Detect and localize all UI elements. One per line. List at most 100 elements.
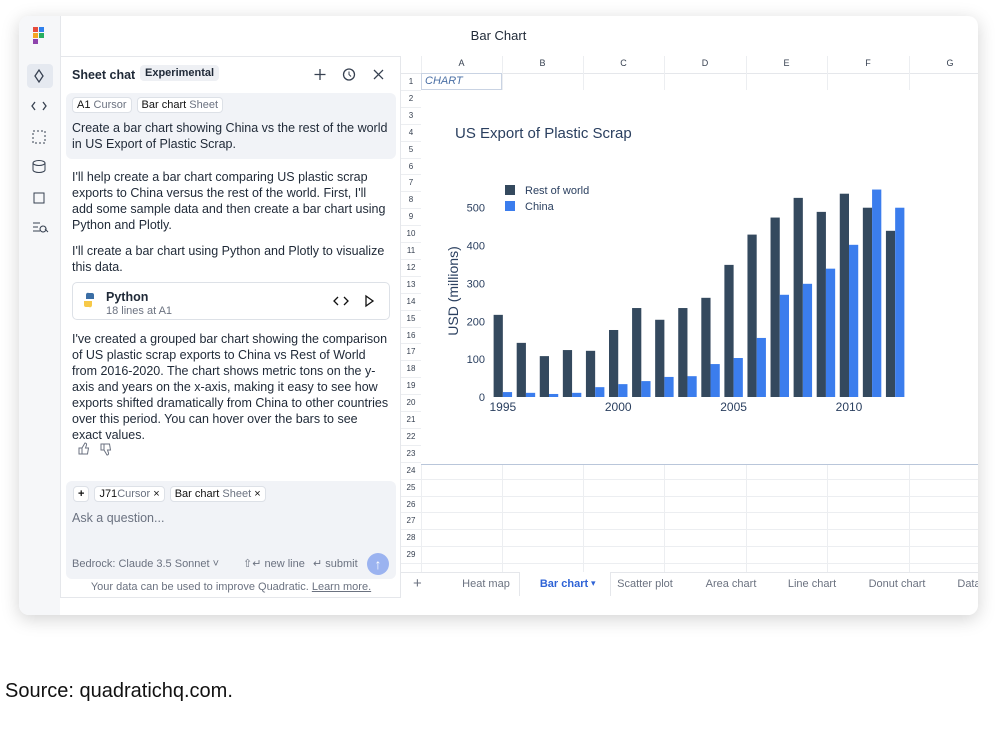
chip-kind: Cursor — [117, 488, 151, 500]
logo — [33, 33, 38, 38]
sheet-tabs: Heat map Bar chart ▾ Scatter plot Area chart… — [401, 572, 978, 597]
bar — [562, 349, 573, 397]
new-chat[interactable] — [314, 69, 326, 80]
column-header: F — [865, 58, 871, 68]
column-header: G — [946, 58, 954, 68]
badge: Experimental — [140, 65, 220, 81]
y-tick-label: 200 — [467, 316, 485, 328]
chip-kind: Sheet — [189, 99, 218, 111]
window-title: Bar Chart — [470, 28, 527, 43]
bar — [539, 356, 549, 397]
row-header: 7 — [408, 178, 414, 188]
bar — [733, 357, 743, 397]
row-header: 22 — [406, 431, 416, 441]
run-code[interactable] — [365, 294, 375, 308]
row-header: 3 — [408, 110, 414, 120]
chip-name: Bar chart — [141, 99, 187, 111]
settings-icon[interactable] — [33, 192, 45, 204]
row-line — [401, 478, 978, 480]
db-icon[interactable] — [32, 163, 46, 173]
row-line — [401, 563, 978, 565]
learn-more[interactable]: Learn more. — [311, 581, 372, 593]
cell-a1-text: CHART — [425, 75, 463, 87]
sheet-tab-label: Scatter plot — [617, 578, 673, 590]
chip-name: A1 — [77, 99, 91, 111]
row-header: 25 — [406, 482, 416, 492]
row-header: 15 — [406, 313, 416, 323]
row-header: 11 — [406, 246, 416, 255]
icon-rail — [19, 16, 61, 615]
row-header: 9 — [408, 212, 414, 222]
bar — [770, 217, 780, 397]
sheet-tab-label: Data — [957, 578, 978, 590]
row-header: 27 — [406, 516, 416, 526]
model-select[interactable]: Bedrock: Claude 3.5 Sonnet ˅ — [72, 558, 220, 570]
code-block[interactable] — [72, 282, 390, 320]
python-logo — [84, 301, 93, 308]
bar — [585, 350, 596, 397]
chart-frame: US Export of Plastic Scrap USD (millions)… — [421, 89, 978, 465]
view-code[interactable] — [333, 296, 349, 306]
code-title: Python — [106, 290, 149, 304]
input-placeholder[interactable]: Ask a question... — [72, 511, 165, 525]
bar — [502, 391, 513, 397]
sheet-tab[interactable] — [519, 572, 611, 596]
column-header-bar — [401, 56, 978, 74]
bar — [849, 244, 859, 397]
y-tick-label: 400 — [467, 240, 485, 252]
y-tick-label: 300 — [467, 278, 485, 290]
row-header: 16 — [406, 330, 416, 340]
bar — [641, 380, 651, 397]
newline-label: new line — [264, 558, 305, 570]
bar — [572, 392, 582, 397]
row-line — [401, 546, 978, 548]
history[interactable] — [342, 68, 356, 81]
add-context[interactable]: + — [73, 486, 90, 502]
thumbs-up[interactable] — [78, 442, 90, 455]
active-tool[interactable] — [27, 64, 53, 88]
legend-label: Rest of world — [525, 185, 589, 197]
row-header: 4 — [408, 127, 414, 137]
chart-title: US Export of Plastic Scrap — [455, 125, 632, 142]
chip-kind: Sheet — [222, 488, 252, 500]
bar — [655, 319, 665, 397]
x-tick-label: 2010 — [836, 400, 863, 414]
search-icon[interactable] — [33, 222, 49, 233]
close[interactable] — [373, 69, 384, 80]
db-icon[interactable] — [32, 160, 46, 166]
tab-caret: ▾ — [591, 578, 596, 588]
add-sheet[interactable]: + — [413, 575, 422, 592]
spreadsheet[interactable]: A B C D E F G 1 2 3 4 5 6 7 8 9 10 11 12 13 14 15 16 17 18 19 20 21… — [401, 56, 978, 572]
bar — [872, 189, 882, 397]
code-icon[interactable] — [31, 101, 47, 111]
row-header: 2 — [408, 93, 414, 103]
x-tick-label: 2000 — [605, 400, 632, 414]
row-header: 19 — [406, 381, 416, 391]
thumbs-down[interactable] — [100, 443, 112, 456]
ai-icon[interactable] — [34, 68, 44, 84]
send-button[interactable]: ↑ — [367, 553, 389, 575]
chart: US Export of Plastic Scrap USD (millions)… — [445, 125, 905, 414]
assistant-text: I've created a grouped bar chart showing… — [72, 332, 389, 442]
bar — [687, 376, 697, 397]
assistant-text: I'll help create a bar chart comparing U… — [72, 170, 386, 232]
select-icon[interactable] — [32, 130, 46, 144]
status-bar — [60, 597, 978, 615]
input-context: + J71Cursor × Bar chart Sheet × — [73, 486, 266, 502]
x-tick-label: 2005 — [720, 400, 747, 414]
submit-label: submit — [325, 558, 358, 570]
row-header: 5 — [408, 144, 414, 154]
row-line — [401, 529, 978, 531]
column-header: E — [783, 58, 790, 68]
user-text: Create a bar chart showing China vs the … — [72, 121, 388, 151]
history[interactable] — [348, 71, 352, 77]
disclaimer: Your data can be used to improve Quadrat… — [66, 579, 396, 595]
row-header: 12 — [406, 262, 416, 272]
context-chip: Bar chart Sheet — [136, 97, 223, 113]
assistant-text: I'll create a bar chart using Python and… — [72, 244, 385, 274]
bar — [549, 393, 559, 397]
panel-divider — [400, 56, 401, 597]
bar — [756, 337, 766, 397]
chip-kind: Cursor — [93, 99, 127, 111]
sheet-tab-label: Line chart — [787, 578, 837, 590]
